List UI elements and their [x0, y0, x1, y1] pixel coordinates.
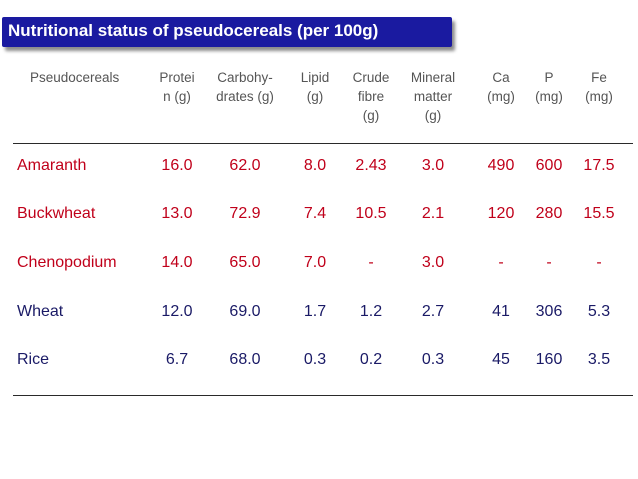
page-title: Nutritional status of pseudocereals (per…: [8, 21, 379, 40]
table-cell: 2.1: [421, 205, 445, 222]
table-cell: 3.0: [421, 254, 445, 271]
table-cell: 160: [535, 351, 563, 368]
table-cell: 1.7: [303, 303, 327, 320]
table-cell: 306: [535, 303, 563, 320]
header-fe: Fe (mg): [585, 70, 613, 104]
header-mineral-matter: Mineral matter (g): [410, 70, 456, 123]
row-name: Wheat: [17, 303, 64, 320]
table-cell: 41: [492, 303, 510, 320]
table-cell: 120: [487, 205, 515, 222]
row-name: Rice: [17, 351, 50, 368]
header-p: P (mg): [535, 70, 563, 104]
table-cell: 10.5: [355, 205, 387, 222]
table-cell: 1.2: [359, 303, 383, 320]
table-cell: 8.0: [303, 157, 327, 174]
row-name: Buckwheat: [17, 205, 96, 222]
table-cell: 69.0: [229, 303, 261, 320]
table-cell: 280: [535, 205, 563, 222]
table-cell: 0.2: [359, 351, 383, 368]
table-cell: -: [368, 254, 374, 271]
header-ca: Ca (mg): [487, 70, 515, 104]
header-crude-fibre: Crude fibre (g): [352, 70, 390, 123]
table-cell: 2.43: [355, 157, 387, 174]
table-cell: 16.0: [161, 157, 193, 174]
table-cell: 3.0: [421, 157, 445, 174]
table-cell: 15.5: [583, 205, 615, 222]
table-cell: -: [546, 254, 552, 271]
table-cell: 12.0: [161, 303, 193, 320]
table-cell: 5.3: [587, 303, 611, 320]
table-cell: 13.0: [161, 205, 193, 222]
title-banner: Nutritional status of pseudocereals (per…: [2, 17, 452, 47]
table-cell: 7.0: [303, 254, 327, 271]
header-lipid: Lipid (g): [300, 70, 330, 104]
header-carbohydrates: Carbohy- drates (g): [216, 70, 274, 104]
table-cell: 3.5: [587, 351, 611, 368]
table-cell: -: [498, 254, 504, 271]
table-cell: 72.9: [229, 205, 261, 222]
header-pseudocereals: Pseudocereals: [30, 70, 120, 85]
table-cell: 62.0: [229, 157, 261, 174]
header-protein: Protei n (g): [159, 70, 195, 104]
table-cell: 65.0: [229, 254, 261, 271]
table-cell: 14.0: [161, 254, 193, 271]
row-name: Chenopodium: [17, 254, 117, 271]
table-cell: 2.7: [421, 303, 445, 320]
table-cell: 0.3: [421, 351, 445, 368]
table-cell: 17.5: [583, 157, 615, 174]
table-cell: 45: [492, 351, 510, 368]
table-cell: -: [596, 254, 602, 271]
table-cell: 490: [487, 157, 515, 174]
table-cell: 6.7: [165, 351, 189, 368]
table-cell: 68.0: [229, 351, 261, 368]
table-bottom-divider: [13, 395, 633, 396]
table-cell: 600: [535, 157, 563, 174]
table-cell: 0.3: [303, 351, 327, 368]
table-cell: 7.4: [303, 205, 327, 222]
row-name: Amaranth: [17, 157, 87, 174]
table-header-divider: [13, 143, 633, 144]
